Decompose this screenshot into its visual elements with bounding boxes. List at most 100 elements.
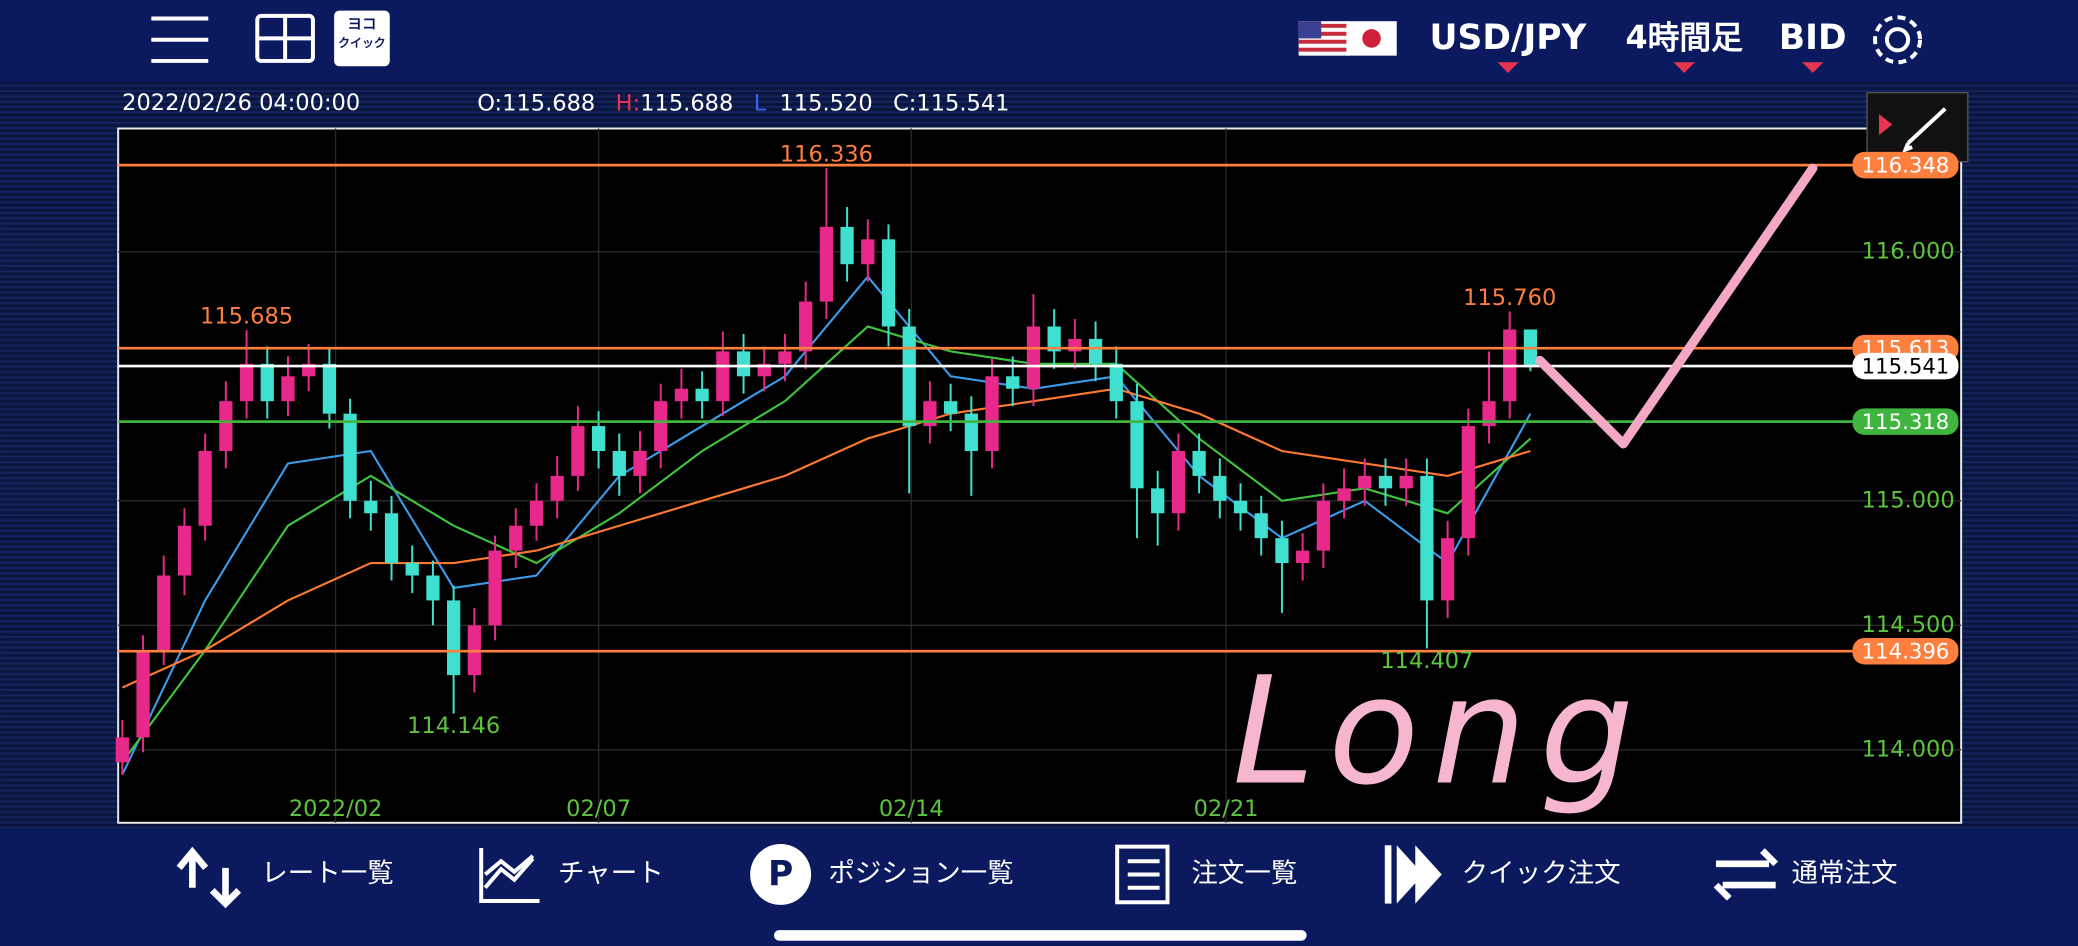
quick-label: クイック: [338, 36, 386, 50]
nav-label[interactable]: 注文一覧: [1191, 858, 1297, 889]
candle-body: [1192, 450, 1206, 476]
candle-body: [1337, 488, 1351, 501]
candle-body: [778, 351, 792, 364]
candle-body: [447, 600, 461, 676]
candle-body: [1482, 401, 1496, 427]
candle-body: [716, 351, 730, 402]
candle-body: [736, 351, 751, 377]
candle-body: [322, 363, 337, 414]
candle-body: [943, 401, 958, 414]
bar-time: 2022/02/26 04:00:00: [122, 90, 360, 116]
ohlc-value: 115.541: [916, 90, 1009, 116]
candle-body: [1088, 338, 1103, 364]
icon-glyph: P: [768, 854, 793, 894]
candle-body: [799, 301, 813, 352]
candle-body: [1233, 500, 1248, 514]
nav-label[interactable]: レート一覧: [261, 858, 393, 889]
candle-body: [509, 525, 523, 551]
candle-body: [1068, 338, 1082, 352]
candle-body: [384, 513, 399, 564]
dropdown-arrows: [1497, 62, 1824, 73]
candle-body: [1275, 538, 1289, 564]
x-tick-label: 02/07: [566, 796, 631, 822]
candle-body: [923, 401, 937, 427]
y-tick-label: 114.000: [1862, 736, 1955, 762]
candle-body: [695, 388, 709, 402]
candle-body: [260, 363, 274, 402]
candle-body: [1026, 326, 1041, 389]
currency-pair[interactable]: USD/JPY: [1430, 18, 1588, 58]
plot-area: [117, 127, 1963, 824]
ohlc-key: O:: [477, 90, 502, 116]
candle-body: [1213, 475, 1227, 501]
candle-body: [654, 401, 668, 451]
candle-body: [115, 737, 129, 763]
candle-body: [529, 500, 544, 526]
candle-body: [674, 388, 689, 402]
icon: [479, 847, 540, 903]
candle-body: [426, 575, 440, 601]
ohlc-value: 115.688: [640, 90, 733, 116]
candle-body: [1130, 401, 1144, 489]
candle-body: [405, 563, 419, 576]
candle-body: [177, 525, 192, 576]
nav-label[interactable]: クイック注文: [1462, 858, 1621, 889]
candle-body: [550, 475, 564, 501]
candle-body: [1440, 538, 1455, 601]
candle-body: [964, 413, 978, 451]
price-badge: [1852, 408, 1959, 435]
settings-button[interactable]: [1873, 15, 1923, 65]
candle-body: [985, 376, 999, 451]
draw-tool-button[interactable]: [1866, 92, 1969, 163]
ohlc-key: H:: [616, 90, 641, 116]
layout-button[interactable]: [255, 13, 315, 63]
candle-body: [1151, 488, 1165, 514]
y-tick-label: 116.000: [1862, 238, 1955, 264]
candle-body: [819, 226, 833, 302]
bottom-nav: P レート一覧 チャート ポジション一覧 注文一覧 クイック注文 通常注文: [176, 843, 1898, 909]
candle-body: [364, 500, 378, 514]
menu-button[interactable]: [151, 16, 209, 63]
candle-body: [1399, 475, 1413, 489]
price-badge: [1852, 352, 1959, 380]
timeframe[interactable]: 4時間足: [1626, 20, 1744, 57]
quick-button[interactable]: ヨコ クイック: [334, 10, 390, 67]
candle-body: [881, 239, 896, 327]
candle-body: [1109, 363, 1123, 402]
extreme-price-label: 115.760: [1463, 285, 1556, 311]
nav-label[interactable]: チャート: [558, 858, 664, 889]
candle-body: [1420, 475, 1434, 601]
price-badge-label: 116.348: [1862, 152, 1950, 177]
moving-average-line: [121, 275, 1532, 776]
y-tick-label: 115.000: [1862, 487, 1955, 513]
extreme-price-label: 114.407: [1380, 648, 1473, 674]
candle-body: [1296, 550, 1310, 564]
moving-average-line: [121, 325, 1532, 763]
top-icons: ヨコ クイック USD/JPY 4時間足 BID: [151, 10, 1969, 163]
x-tick-label: 2022/02: [289, 796, 383, 822]
ohlc-value: 115.520: [780, 90, 873, 116]
icon: [176, 846, 242, 909]
x-tick-label: 02/21: [1194, 796, 1259, 822]
candle-body: [591, 426, 606, 451]
candle-body: [1461, 426, 1475, 539]
candle-body: [343, 413, 357, 501]
candle-body: [1006, 376, 1020, 389]
candle-body: [1316, 500, 1330, 551]
nav-label[interactable]: 通常注文: [1792, 858, 1898, 889]
candle-body: [571, 426, 585, 476]
chart: 114.000 114.500 115.000 116.000 2022/02 02/07…: [115, 128, 1962, 823]
price-type[interactable]: BID: [1779, 18, 1847, 58]
candle-body: [633, 450, 647, 476]
ohlc-key: C:: [893, 90, 916, 116]
candle-body: [1254, 513, 1268, 539]
price-badge-label: 114.396: [1862, 639, 1950, 664]
candle-body: [1171, 450, 1186, 514]
x-tick-label: 02/14: [879, 796, 944, 822]
ohlc-key: L: [754, 90, 767, 116]
home-indicator: [774, 930, 1307, 941]
moving-average-line: [121, 387, 1531, 689]
price-badge-label: 115.541: [1862, 353, 1950, 378]
nav-label[interactable]: ポジション一覧: [828, 858, 1013, 889]
